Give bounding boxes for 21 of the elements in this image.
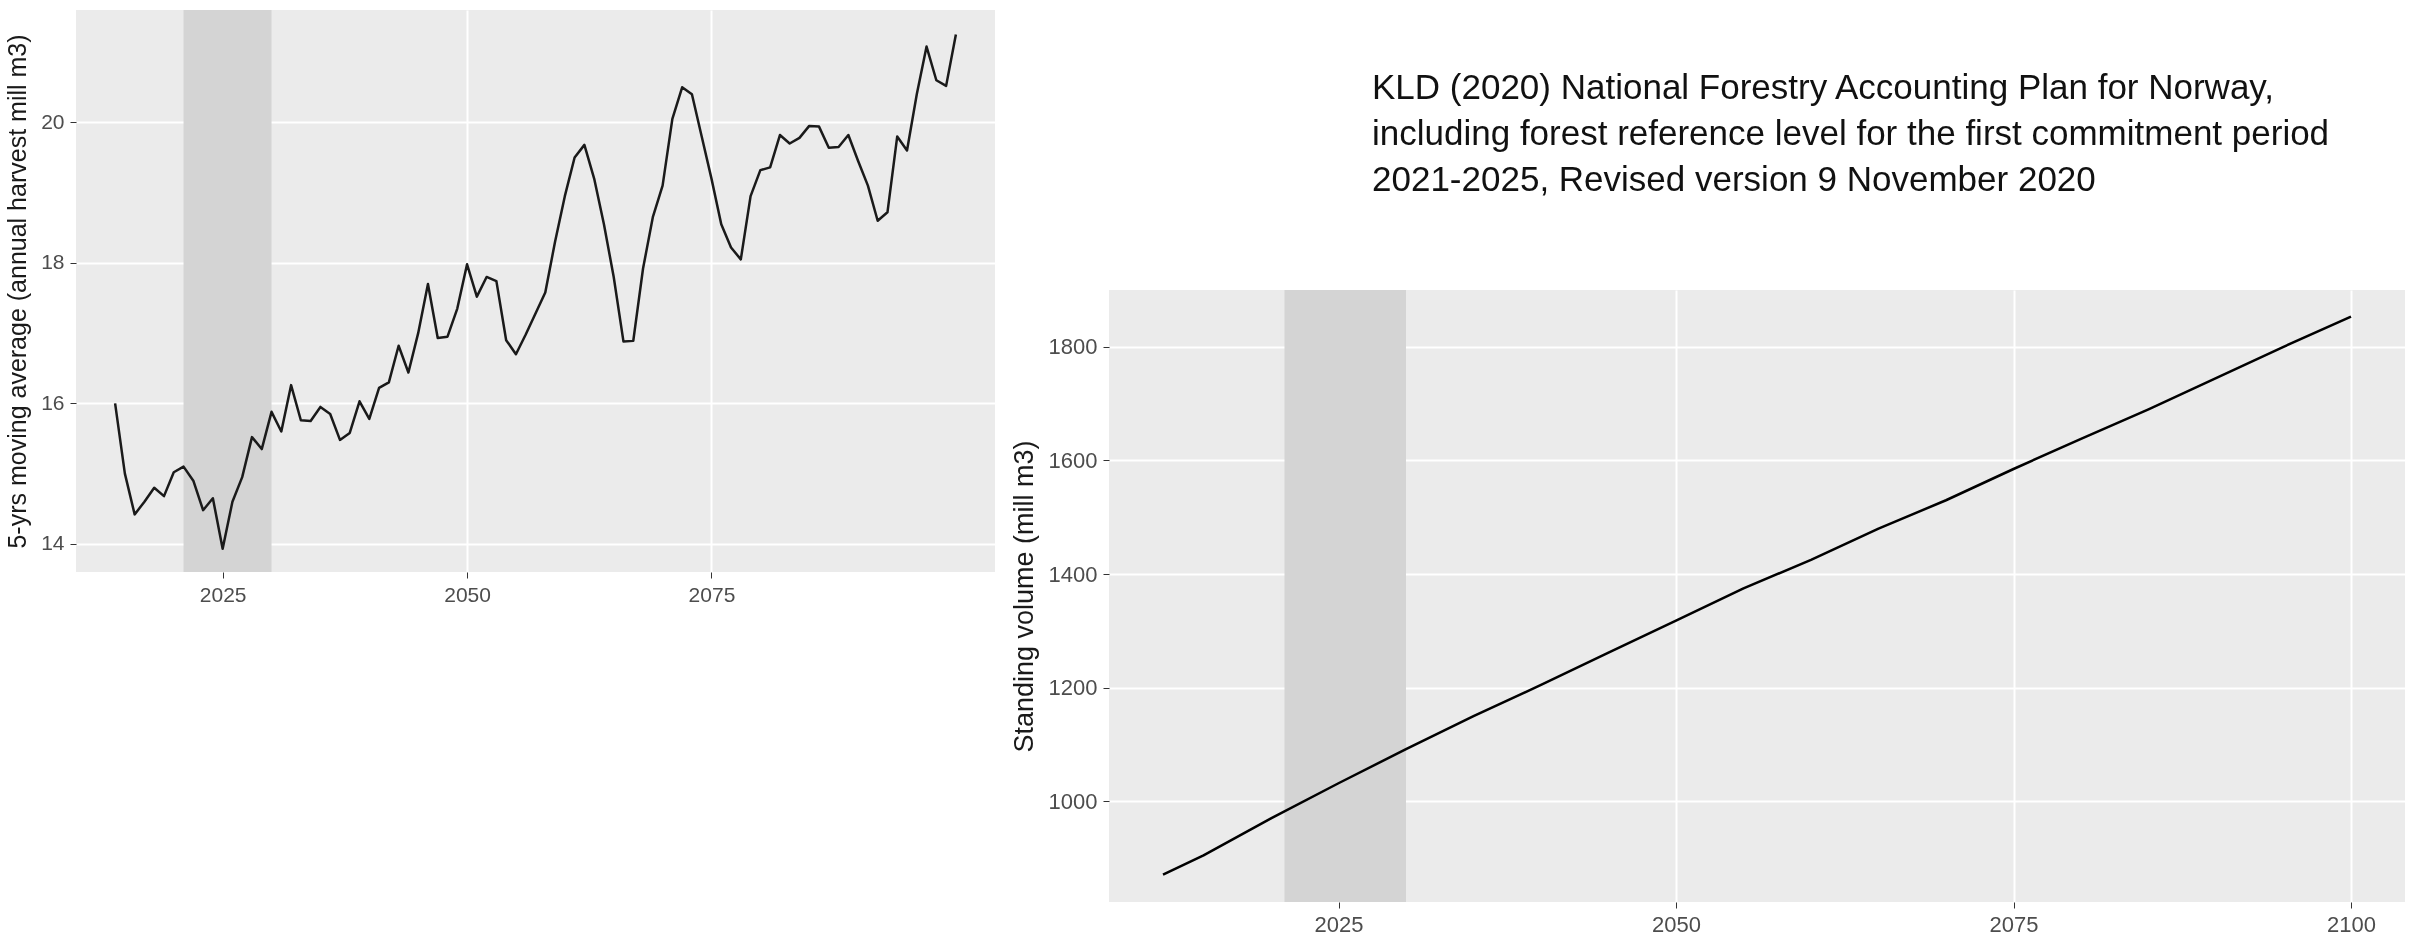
y-tick-label: 1400 [1048, 561, 1098, 587]
y-tick-label: 18 [41, 250, 65, 274]
line-series [113, 33, 958, 551]
x-tick-label: 2100 [2327, 911, 2376, 937]
x-tick-label: 2025 [199, 582, 247, 606]
y-tick-label: 1200 [1048, 675, 1098, 701]
y-tick-label: 16 [41, 390, 65, 414]
x-tick-label: 2050 [444, 582, 491, 606]
y-tick-label: 1000 [1048, 788, 1098, 814]
y-tick-label: 1800 [1048, 334, 1098, 360]
x-tick-label: 2050 [1652, 911, 1701, 937]
y-tick-label: 14 [41, 531, 65, 555]
x-tick-label: 2075 [1989, 911, 2039, 937]
x-tick-label: 2075 [688, 582, 736, 606]
y-axis-title: 5-yrs moving average (annual harvest mill m3) [3, 34, 32, 549]
x-tick-label: 2025 [1314, 911, 1364, 937]
y-tick-label: 1600 [1048, 447, 1098, 473]
line-series [1161, 315, 2353, 876]
y-tick-label: 20 [41, 109, 65, 133]
y-axis-title: Standing volume (mill m3) [1008, 440, 1039, 753]
text: KLD (2020) National Forestry Accounting Plan for Norway, including forest reference level for the first commitment period 2021-2025, Revised version 9 November 2020 [1372, 66, 2331, 200]
